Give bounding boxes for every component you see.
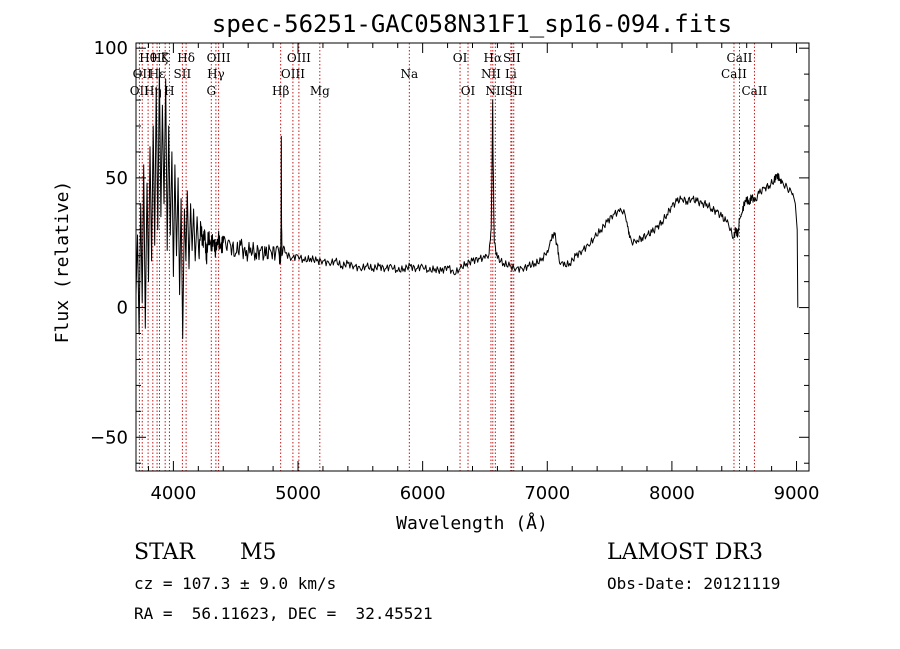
y-tick-label: 50 xyxy=(105,168,128,189)
coordinates: RA = 56.11623, DEC = 32.45521 xyxy=(134,604,433,623)
redshift-value: cz = 107.3 ± 9.0 km/s xyxy=(134,574,337,593)
x-tick-label: 9000 xyxy=(774,483,820,504)
y-axis: −50 0 50 100 xyxy=(90,38,809,464)
spectral-line-label: OIII xyxy=(281,67,305,81)
spectral-line-label: OII xyxy=(130,84,150,98)
object-class: STAR xyxy=(134,540,195,565)
y-axis-label: Flux (relative) xyxy=(52,181,73,344)
x-axis: 4000 5000 6000 7000 8000 9000 xyxy=(147,43,820,504)
spectral-line-label: H xyxy=(164,84,174,98)
x-tick-label: 4000 xyxy=(150,483,196,504)
spectral-line-label: OI xyxy=(461,84,476,98)
spectral-line-label: OII xyxy=(133,67,153,81)
spectral-line-label: CaII xyxy=(741,84,767,98)
x-tick-label: 5000 xyxy=(275,483,321,504)
spectral-line-label: Hη xyxy=(144,84,162,98)
spectral-line-label: Hε xyxy=(149,67,166,81)
x-tick-label: 6000 xyxy=(400,483,446,504)
chart-title: spec-56251-GAC058N31F1_sp16-094.fits xyxy=(212,10,732,38)
spectral-line-label: CaII xyxy=(721,67,747,81)
plot-frame xyxy=(135,42,810,472)
y-tick-label: 0 xyxy=(117,298,128,319)
spectral-line-label: Hα xyxy=(484,51,503,65)
spectral-line-markers: OIIOIIHθHηHεHζKHSIIHδGHγOIIIHβOIIIOIIIMg… xyxy=(130,43,768,471)
spectral-line-label: Hδ xyxy=(177,51,195,65)
spectral-line-label: K xyxy=(161,51,171,65)
y-tick-label: 100 xyxy=(94,38,128,59)
spectral-line-label: Hζ xyxy=(151,51,168,65)
spectral-line-label: NII xyxy=(481,67,501,81)
spectral-line-label: NII xyxy=(485,84,505,98)
spectral-line-label: Na xyxy=(400,67,418,81)
spectral-line-label: OIII xyxy=(207,51,231,65)
spectral-line-label: SII xyxy=(503,51,521,65)
spectrum-line xyxy=(135,68,799,340)
x-tick-label: 7000 xyxy=(524,483,570,504)
y-tick-label: −50 xyxy=(90,427,128,448)
x-axis-label: Wavelength (Å) xyxy=(396,512,548,534)
spectral-line-label: Hγ xyxy=(207,67,225,81)
spectral-line-label: G xyxy=(206,84,216,98)
spectral-line-label: CaII xyxy=(727,51,753,65)
obs-date: Obs-Date: 20121119 xyxy=(607,574,781,593)
x-tick-label: 8000 xyxy=(649,483,695,504)
spectral-line-label: OI xyxy=(453,51,468,65)
spectral-line-label: Hβ xyxy=(272,84,289,98)
spectral-line-label: SII xyxy=(174,67,192,81)
survey-name: LAMOST DR3 xyxy=(607,540,763,565)
spectrum-layer xyxy=(135,68,799,340)
object-subclass: M5 xyxy=(240,540,277,565)
spectral-line-label: Mg xyxy=(310,84,330,98)
spectral-line-label: SII xyxy=(505,84,523,98)
spectral-line-label: Li xyxy=(505,67,517,81)
spectral-line-label: OIII xyxy=(287,51,311,65)
